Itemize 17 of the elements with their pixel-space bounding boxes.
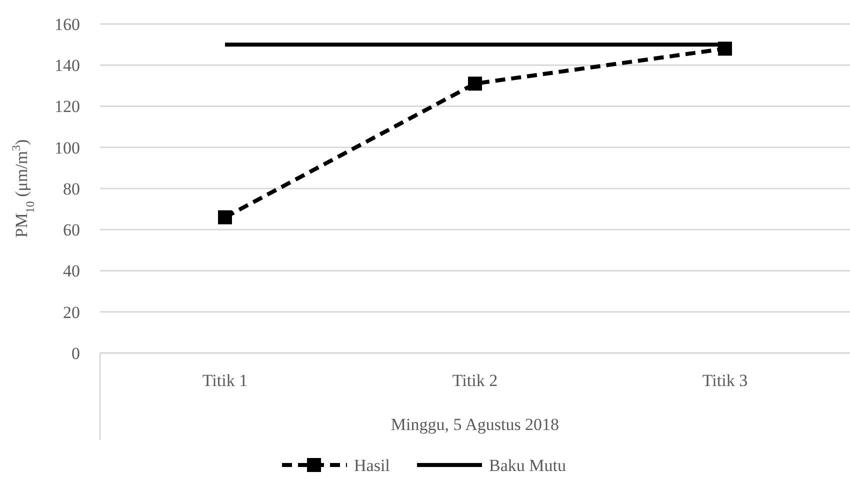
legend-label: Hasil [354,456,390,475]
point [468,76,482,91]
x-tick-label: Titik 2 [452,371,498,390]
y-tick-label: 0 [72,344,80,363]
y-tick-label: 20 [63,302,80,322]
y-tick-label: 140 [54,56,80,76]
legend-label: Baku Mutu [489,456,566,475]
y-tick-label: 40 [63,262,80,281]
y-tick-label: 100 [54,138,80,158]
x-axis-title: Minggu, 5 Agustus 2018 [390,415,560,434]
y-tick-label: 60 [63,220,80,240]
y-tick-label: 120 [54,97,80,116]
y-tick-label: 80 [63,179,80,198]
x-tick-label: Titik 1 [202,371,248,390]
point [218,210,232,224]
y-tick-label: 160 [54,14,80,34]
x-tick-label: Titik 3 [702,371,748,390]
